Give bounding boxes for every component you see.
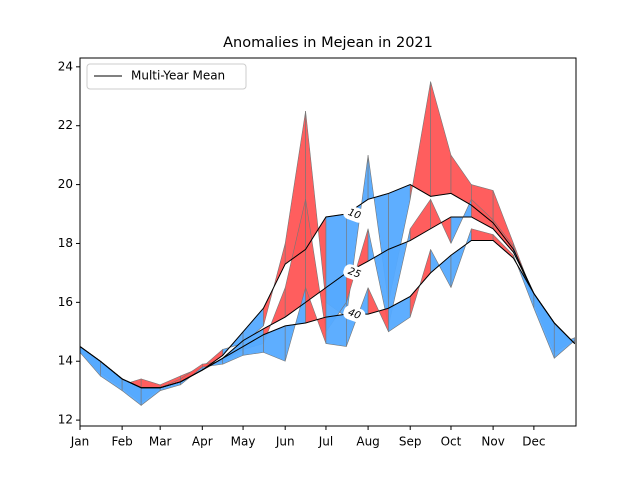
y-tick-label: 12	[58, 413, 73, 427]
anomaly-fill	[430, 249, 452, 288]
chart-title: Anomalies in Mejean in 2021	[223, 35, 433, 51]
x-tick-label: Feb	[112, 435, 133, 449]
line-label: 25	[343, 264, 366, 282]
anomaly-fill	[430, 199, 452, 244]
plot-frame	[79, 57, 577, 427]
x-tick-label: Dec	[522, 435, 545, 449]
x-tick-label: May	[231, 435, 256, 449]
y-tick-label: 24	[58, 59, 73, 73]
anomaly-fill	[346, 155, 369, 318]
line-label: 40	[343, 305, 366, 323]
y-tick-label: 18	[58, 236, 73, 250]
anomaly-fill	[409, 249, 431, 318]
anomaly-fill	[325, 313, 347, 347]
x-tick-label: Jul	[318, 435, 333, 449]
line-label: 25	[346, 266, 362, 281]
anomaly-fill	[180, 363, 203, 383]
line-label: 40	[346, 307, 362, 322]
x-tick-label: Aug	[356, 435, 379, 449]
mean-line	[79, 240, 575, 389]
x-tick-label: Jan	[70, 435, 90, 449]
line-label-box	[343, 205, 366, 223]
y-tick-label: 16	[58, 295, 73, 309]
x-tick-label: Jun	[275, 435, 295, 449]
anomaly-fill	[79, 345, 101, 377]
x-tick-label: Sep	[399, 435, 422, 449]
line-label-box	[343, 305, 366, 323]
legend-label: Multi-Year Mean	[131, 69, 225, 83]
anomaly-fill	[409, 81, 431, 200]
x-tick-label: Oct	[441, 435, 462, 449]
anomaly-fill	[533, 292, 555, 359]
y-tick-label: 22	[58, 118, 73, 132]
anomaly-fill	[450, 228, 472, 288]
anomaly-fill	[471, 228, 494, 241]
y-tick-label: 20	[58, 177, 73, 191]
x-tick-label: Mar	[149, 435, 172, 449]
anomaly-fill	[140, 387, 161, 407]
anomaly-fill	[450, 154, 472, 206]
anomaly-fill	[430, 81, 452, 197]
anomaly-fill	[140, 378, 161, 389]
x-tick-label: Nov	[481, 435, 504, 449]
line-label-box	[343, 264, 366, 282]
line-label: 10	[343, 205, 366, 223]
x-tick-label: Apr	[192, 435, 213, 449]
y-tick-label: 14	[58, 354, 73, 368]
legend-box	[86, 63, 247, 90]
line-label: 10	[346, 207, 362, 222]
